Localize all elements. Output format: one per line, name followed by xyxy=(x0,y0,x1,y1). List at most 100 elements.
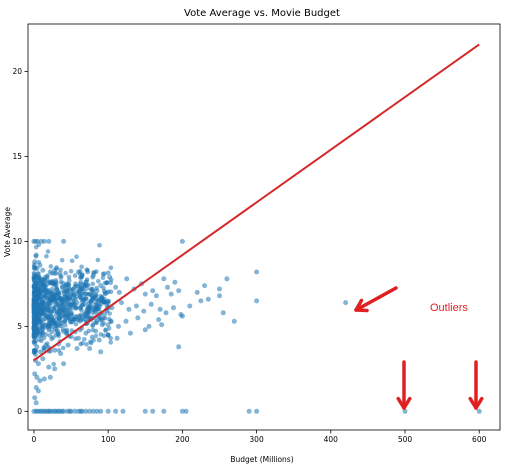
cluster-point xyxy=(64,289,70,294)
cluster-point xyxy=(37,278,42,284)
cluster-point xyxy=(40,323,45,328)
scatter-point xyxy=(57,271,63,277)
cluster-point xyxy=(49,336,54,342)
scatter-point xyxy=(157,306,163,312)
scatter-point xyxy=(64,312,70,317)
cluster-point xyxy=(68,268,74,274)
cluster-point xyxy=(77,275,83,280)
outlier-arrow-3 xyxy=(468,360,484,410)
scatter-point xyxy=(176,288,182,294)
cluster-point xyxy=(52,326,58,331)
scatter-point xyxy=(150,288,156,294)
cluster-point xyxy=(53,302,59,307)
cluster-point xyxy=(76,290,82,296)
cluster-point xyxy=(84,342,89,347)
regression-line xyxy=(33,43,480,362)
scatter-point xyxy=(172,279,178,285)
cluster-point xyxy=(83,314,89,319)
cluster-point xyxy=(62,318,68,324)
scatter-point xyxy=(179,408,185,414)
cluster-point xyxy=(52,320,57,325)
scatter-point xyxy=(72,284,78,290)
scatter-point xyxy=(35,361,41,367)
scatter-point xyxy=(46,364,52,370)
scatter-point xyxy=(83,330,89,336)
scatter-point xyxy=(33,400,39,406)
scatter-point xyxy=(126,306,132,312)
cluster-point xyxy=(40,282,46,288)
scatter-point xyxy=(108,318,114,324)
scatter-point xyxy=(37,262,43,268)
scatter-point xyxy=(156,317,162,323)
scatter-point xyxy=(114,335,120,341)
scatter-point xyxy=(254,269,260,275)
scatter-point xyxy=(217,286,222,292)
scatter-point xyxy=(35,327,41,333)
cluster-point xyxy=(90,327,96,333)
scatter-point xyxy=(61,408,67,414)
scatter-point xyxy=(105,332,111,338)
axes: 0 100 200 300 400 500 600 0 5 10 15 20 xyxy=(12,23,501,444)
scatter-point xyxy=(402,408,408,414)
scatter-point xyxy=(179,313,185,319)
cluster-point xyxy=(85,269,90,275)
cluster-point xyxy=(56,323,61,329)
cluster-point xyxy=(52,268,57,273)
cluster-point xyxy=(88,299,93,305)
scatter-point xyxy=(32,259,38,265)
cluster-point xyxy=(73,321,79,327)
cluster-point xyxy=(63,298,69,303)
scatter-point xyxy=(254,298,260,304)
cluster-point xyxy=(44,253,49,259)
scatter-point xyxy=(194,289,200,295)
cluster-point xyxy=(82,337,87,342)
cluster-point xyxy=(62,293,68,298)
y-axis-label: Vote Average xyxy=(3,207,12,257)
cluster-point xyxy=(43,290,49,295)
cluster-point xyxy=(63,270,68,276)
scatter-point xyxy=(40,330,46,336)
scatter-point xyxy=(35,238,41,244)
cluster-point xyxy=(96,279,101,284)
cluster-point xyxy=(60,303,66,308)
scatter-point xyxy=(87,303,93,309)
cluster-point xyxy=(91,307,97,313)
scatter-point xyxy=(87,408,93,414)
scatter-point xyxy=(71,317,77,323)
outliers-annotation-text: Outliers xyxy=(430,302,468,314)
cluster-point xyxy=(90,281,96,287)
scatter-point xyxy=(53,332,59,338)
scatter-point xyxy=(41,376,47,382)
cluster-point xyxy=(61,288,66,294)
cluster-point xyxy=(97,243,102,248)
scatter-point xyxy=(44,296,50,302)
scatter-point xyxy=(74,346,80,351)
scatter-point xyxy=(47,269,53,275)
cluster-point xyxy=(97,304,102,309)
scatter-point xyxy=(90,408,96,414)
scatter-point xyxy=(79,408,85,414)
scatter-point xyxy=(79,286,85,292)
cluster-point xyxy=(45,274,50,280)
scatter-point xyxy=(59,298,65,304)
scatter-point xyxy=(41,238,47,244)
scatter-point xyxy=(52,291,58,297)
cluster-point xyxy=(47,320,52,325)
scatter-point xyxy=(90,272,96,278)
cluster-point xyxy=(93,293,99,298)
scatter-point xyxy=(87,346,93,351)
scatter-point xyxy=(35,274,41,280)
scatter-point xyxy=(120,408,126,414)
x-tick-label: 100 xyxy=(101,435,116,444)
scatter-point xyxy=(153,293,159,299)
scatter-point xyxy=(83,408,89,414)
cluster-point xyxy=(108,265,114,271)
scatter-point xyxy=(116,289,122,295)
cluster-point xyxy=(102,290,108,296)
cluster-point xyxy=(90,286,95,292)
cluster-point xyxy=(83,291,88,297)
scatter-point xyxy=(35,289,41,295)
scatter-point xyxy=(142,291,148,297)
cluster-point xyxy=(97,315,103,320)
